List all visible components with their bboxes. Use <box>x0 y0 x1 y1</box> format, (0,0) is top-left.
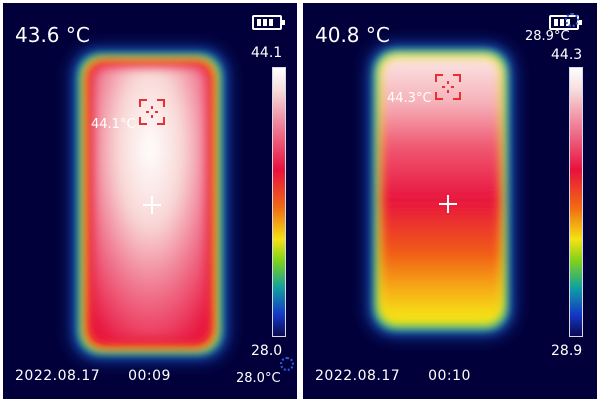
center-crosshair-icon <box>143 196 161 214</box>
min-spot-label: 28.9°C <box>525 29 570 44</box>
min-spot-marker-icon <box>565 13 579 27</box>
min-spot-label: 28.0°C <box>236 371 281 386</box>
scale-max-label: 44.3 <box>551 47 583 63</box>
time-label: 00:09 <box>128 368 171 384</box>
thermal-image-left: 43.6 °C 44.1 28.0 44.1°C 28.0°C 2022.08.… <box>3 3 297 399</box>
time-label: 00:10 <box>428 368 471 384</box>
center-temperature: 40.8 °C <box>315 23 390 47</box>
max-spot-label: 44.3°C <box>387 91 432 106</box>
scale-min-label: 28.9 <box>551 343 583 359</box>
scale-min-label: 28.0 <box>251 343 283 359</box>
max-spot-marker-icon <box>139 99 165 125</box>
battery-icon <box>252 15 285 30</box>
date-label: 2022.08.17 <box>15 368 101 384</box>
color-scale-bar <box>272 67 286 337</box>
timestamp: 2022.08.17 00:09 <box>15 368 171 384</box>
thermal-heatmap-right <box>371 47 511 333</box>
max-spot-marker-icon <box>435 74 461 100</box>
color-scale-bar <box>569 67 583 337</box>
center-temperature: 43.6 °C <box>15 23 90 47</box>
center-crosshair-icon <box>439 195 457 213</box>
thermal-image-right: 40.8 °C 28.9°C 44.3 28.9 44.3°C 2022.08.… <box>303 3 597 399</box>
date-label: 2022.08.17 <box>315 368 401 384</box>
timestamp: 2022.08.17 00:10 <box>315 368 471 384</box>
scale-max-label: 44.1 <box>251 45 283 61</box>
max-spot-label: 44.1°C <box>91 117 136 132</box>
min-spot-marker-icon <box>280 357 294 371</box>
